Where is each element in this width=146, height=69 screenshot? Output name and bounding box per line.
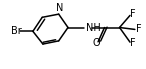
- Text: F: F: [136, 24, 142, 34]
- Text: Br: Br: [11, 26, 21, 36]
- Text: F: F: [130, 9, 136, 19]
- Text: NH: NH: [86, 22, 101, 32]
- Text: F: F: [130, 38, 136, 48]
- Text: N: N: [56, 3, 63, 13]
- Text: O: O: [92, 38, 100, 48]
